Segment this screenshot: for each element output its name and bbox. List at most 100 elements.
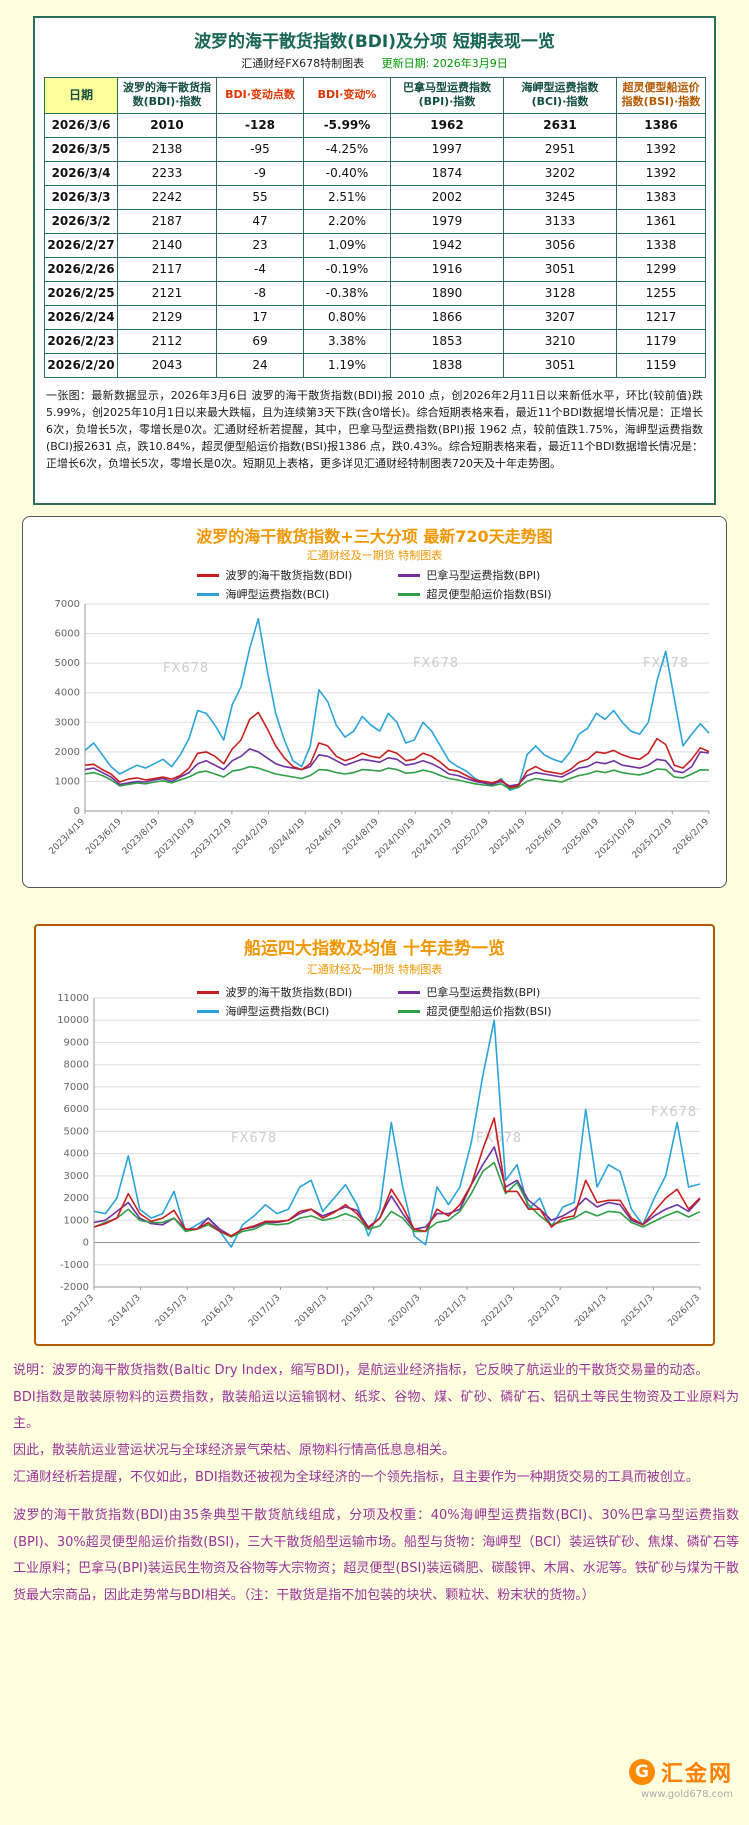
date-cell: 2026/2/24 <box>44 304 118 330</box>
x-tick-label: 2021/1/3 <box>433 1293 469 1329</box>
gold678-logo-icon: G <box>628 1759 655 1785</box>
x-tick-label: 2022/1/3 <box>480 1293 516 1329</box>
value-cell: 3245 <box>503 184 617 210</box>
series-line-bpi <box>84 748 710 787</box>
x-tick-label: 2018/1/3 <box>294 1293 330 1329</box>
chart-720day-plot: 010002000300040005000600070002023/4/1920… <box>47 599 711 861</box>
x-tick-label: 2016/1/3 <box>200 1293 236 1329</box>
value-cell: 24 <box>216 352 304 378</box>
x-tick-label: 2025/4/19 <box>488 817 528 857</box>
y-tick-label: 5000 <box>55 658 80 669</box>
value-cell: 3133 <box>503 208 617 234</box>
legend-swatch-bpi <box>398 573 421 577</box>
y-tick-label: 0 <box>83 1238 89 1249</box>
x-tick-label: 2023/1/3 <box>527 1293 563 1329</box>
series-line-bdi <box>84 711 710 789</box>
value-cell: 1962 <box>390 112 504 138</box>
date-cell: 2026/3/6 <box>44 112 118 138</box>
date-cell: 2026/2/26 <box>44 256 118 282</box>
y-tick-label: 0 <box>74 806 80 817</box>
date-cell: 2026/2/23 <box>44 328 118 354</box>
table-row: 2026/2/26 2117 -4 -0.19% 1916 3051 1299 <box>44 256 706 282</box>
x-tick-label: 2024/1/3 <box>573 1293 609 1329</box>
date-cell: 2026/2/20 <box>44 352 118 378</box>
value-cell: 2010 <box>117 112 217 138</box>
y-tick-label: -2000 <box>60 1282 89 1293</box>
y-tick-label: 6000 <box>55 629 80 640</box>
chart-720day-legend: 波罗的海干散货指数(BDI) 巴拿马型运费指数(BPI) 海岬型运费指数(BCI) 超… <box>23 567 726 602</box>
value-cell: 1.09% <box>303 232 391 258</box>
value-cell: 1890 <box>390 280 504 306</box>
value-cell: 1255 <box>616 280 706 306</box>
legend-swatch-bdi <box>197 990 220 994</box>
table-row: 2026/2/23 2112 69 3.38% 1853 3210 1179 <box>44 328 706 354</box>
value-cell: 1179 <box>616 328 706 354</box>
value-cell: 2138 <box>117 136 217 162</box>
gold678-logo: G 汇金网 www.gold678.com <box>628 1756 733 1800</box>
x-tick-label: 2023/8/19 <box>121 817 161 857</box>
value-cell: 1159 <box>616 352 706 378</box>
value-cell: 2117 <box>117 256 217 282</box>
legend-item-bdi: 波罗的海干散货指数(BDI) <box>197 984 352 1000</box>
column-header: BDI·变动点数 <box>216 77 304 114</box>
x-tick-label: 2025/8/19 <box>561 817 601 857</box>
value-cell: 2187 <box>117 208 217 234</box>
y-tick-label: 3000 <box>64 1171 89 1182</box>
legend-label: 波罗的海干散货指数(BDI) <box>225 569 353 582</box>
gold678-logo-text: 汇金网 <box>660 1762 733 1787</box>
y-tick-label: 1000 <box>64 1215 89 1226</box>
chart-10year-legend: 波罗的海干散货指数(BDI) 巴拿马型运费指数(BPI) 海岬型运费指数(BCI) 超… <box>36 984 713 1019</box>
legend-item-bpi: 巴拿马型运费指数(BPI) <box>398 984 551 1000</box>
x-tick-label: 2017/1/3 <box>247 1293 283 1329</box>
value-cell: 3056 <box>503 232 617 258</box>
gold678-logo-row: G 汇金网 <box>628 1756 733 1788</box>
value-cell: 1386 <box>616 112 706 138</box>
value-cell: 3051 <box>503 352 617 378</box>
value-cell: 2002 <box>390 184 504 210</box>
legend-swatch-bsi <box>398 592 421 596</box>
value-cell: 2951 <box>503 136 617 162</box>
x-tick-label: 2026/2/19 <box>671 817 711 857</box>
value-cell: 2043 <box>117 352 217 378</box>
table-row: 2026/2/24 2129 17 0.80% 1866 3207 1217 <box>44 304 706 330</box>
legend-label: 波罗的海干散货指数(BDI) <box>225 986 353 999</box>
value-cell: 2112 <box>117 328 217 354</box>
x-tick-label: 2023/12/19 <box>190 817 234 861</box>
update-date: 更新日期: 2026年3月9日 <box>381 57 508 70</box>
report-subtitle: 汇通财经FX678特制图表 更新日期: 2026年3月9日 <box>44 55 705 71</box>
summary-note: 一张图：最新数据显示，2026年3月6日 波罗的海干散货指数(BDI)报 201… <box>46 388 703 470</box>
value-cell: 2242 <box>117 184 217 210</box>
value-cell: 1217 <box>616 304 706 330</box>
table-row: 2026/2/27 2140 23 1.09% 1942 3056 1338 <box>44 232 706 258</box>
value-cell: -0.40% <box>303 160 391 186</box>
value-cell: 3.38% <box>303 328 391 354</box>
chart-10year-plot: -2000 -1000 0 1000 2000 3000 4000 5000 6000 7000 8… <box>57 993 702 1329</box>
x-tick-label: 2024/12/19 <box>410 817 454 861</box>
value-cell: 1874 <box>390 160 504 186</box>
x-tick-label: 2015/1/3 <box>154 1293 190 1329</box>
value-cell: -5.99% <box>303 112 391 138</box>
date-cell: 2026/2/25 <box>44 280 118 306</box>
x-tick-label: 2020/1/3 <box>387 1293 423 1329</box>
footer-paragraph: 因此，散装航运业营运状况与全球经济景气荣枯、原物料行情高低息息相关。 <box>13 1442 456 1458</box>
chart-720day-title: 波罗的海干散货指数+三大分项 最新720天走势图 <box>196 527 553 546</box>
value-cell: 23 <box>216 232 304 258</box>
y-tick-label: 1000 <box>55 776 80 787</box>
table-row: 2026/3/4 2233 -9 -0.40% 1874 3202 1392 <box>44 160 706 186</box>
y-tick-label: 11000 <box>57 993 89 1004</box>
value-cell: 2129 <box>117 304 217 330</box>
footer-notes: 说明：波罗的海干散货指数(Baltic Dry Index，缩写BDI)，是航运… <box>13 1358 739 1610</box>
legend-item-bci: 海岬型运费指数(BCI) <box>197 1003 352 1019</box>
y-tick-label: 2000 <box>64 1193 89 1204</box>
value-cell: 1866 <box>390 304 504 330</box>
value-cell: -0.38% <box>303 280 391 306</box>
date-cell: 2026/3/2 <box>44 208 118 234</box>
bdi-table: 日期 波罗的海干散货指数(BDI)·指数 BDI·变动点数 BDI·变动% 巴拿马型运费… <box>44 77 706 378</box>
x-tick-label: 2024/2/19 <box>231 817 271 857</box>
series-line-bci <box>84 618 710 792</box>
x-tick-label: 2019/1/3 <box>340 1293 376 1329</box>
value-cell: 1838 <box>390 352 504 378</box>
footer-paragraph: BDI指数是散装原物料的运费指数，散装船运以运输钢材、纸浆、谷物、煤、矿砂、磷矿… <box>13 1389 739 1432</box>
watermark: FX678 <box>231 1131 277 1146</box>
value-cell: 1997 <box>390 136 504 162</box>
